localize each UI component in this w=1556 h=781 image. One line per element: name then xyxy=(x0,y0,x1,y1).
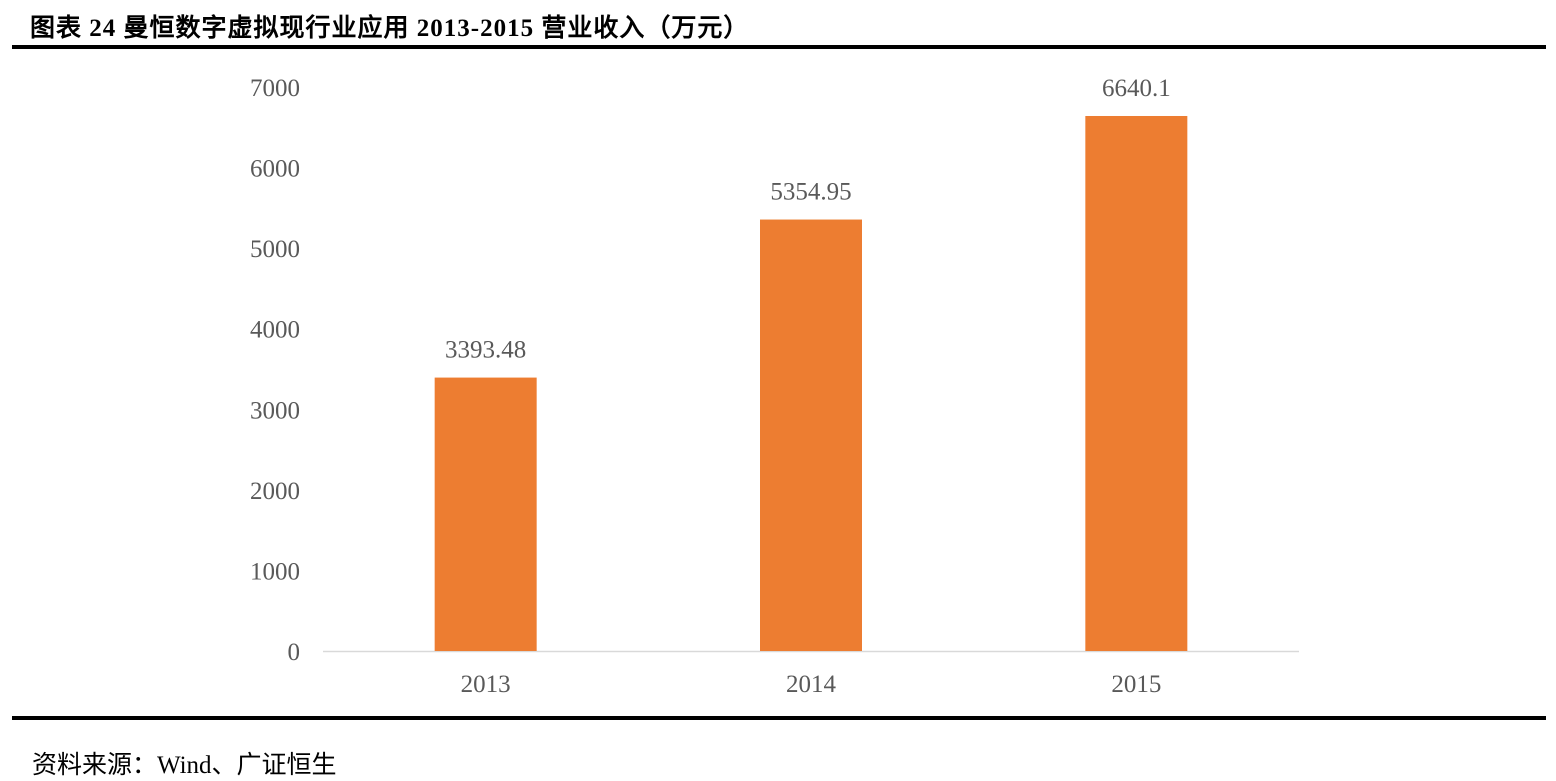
bar-2013 xyxy=(434,377,537,651)
y-tick-label: 7000 xyxy=(250,75,300,102)
source-note: 资料来源：Wind、广证恒生 xyxy=(32,752,337,779)
x-tick-label: 2013 xyxy=(461,671,511,698)
data-label: 5354.95 xyxy=(770,179,851,206)
y-tick-label: 2000 xyxy=(250,478,300,505)
bar-2014 xyxy=(760,219,862,652)
y-tick-label: 4000 xyxy=(250,317,300,344)
chart-title: 图表 24 曼恒数字虚拟现行业应用 2013-2015 营业收入（万元） xyxy=(30,15,750,42)
x-tick-label: 2015 xyxy=(1111,671,1161,698)
x-tick-label: 2014 xyxy=(786,671,837,698)
bar-2015 xyxy=(1085,115,1188,651)
y-tick-label: 3000 xyxy=(250,397,300,424)
y-tick-label: 0 xyxy=(288,639,301,666)
bottom-rule xyxy=(12,716,1546,720)
y-tick-label: 1000 xyxy=(250,558,300,585)
top-rule xyxy=(12,45,1546,49)
data-label: 3393.48 xyxy=(445,337,526,364)
data-label: 6640.1 xyxy=(1102,75,1171,102)
y-tick-label: 5000 xyxy=(250,236,300,263)
y-tick-label: 6000 xyxy=(250,156,300,183)
